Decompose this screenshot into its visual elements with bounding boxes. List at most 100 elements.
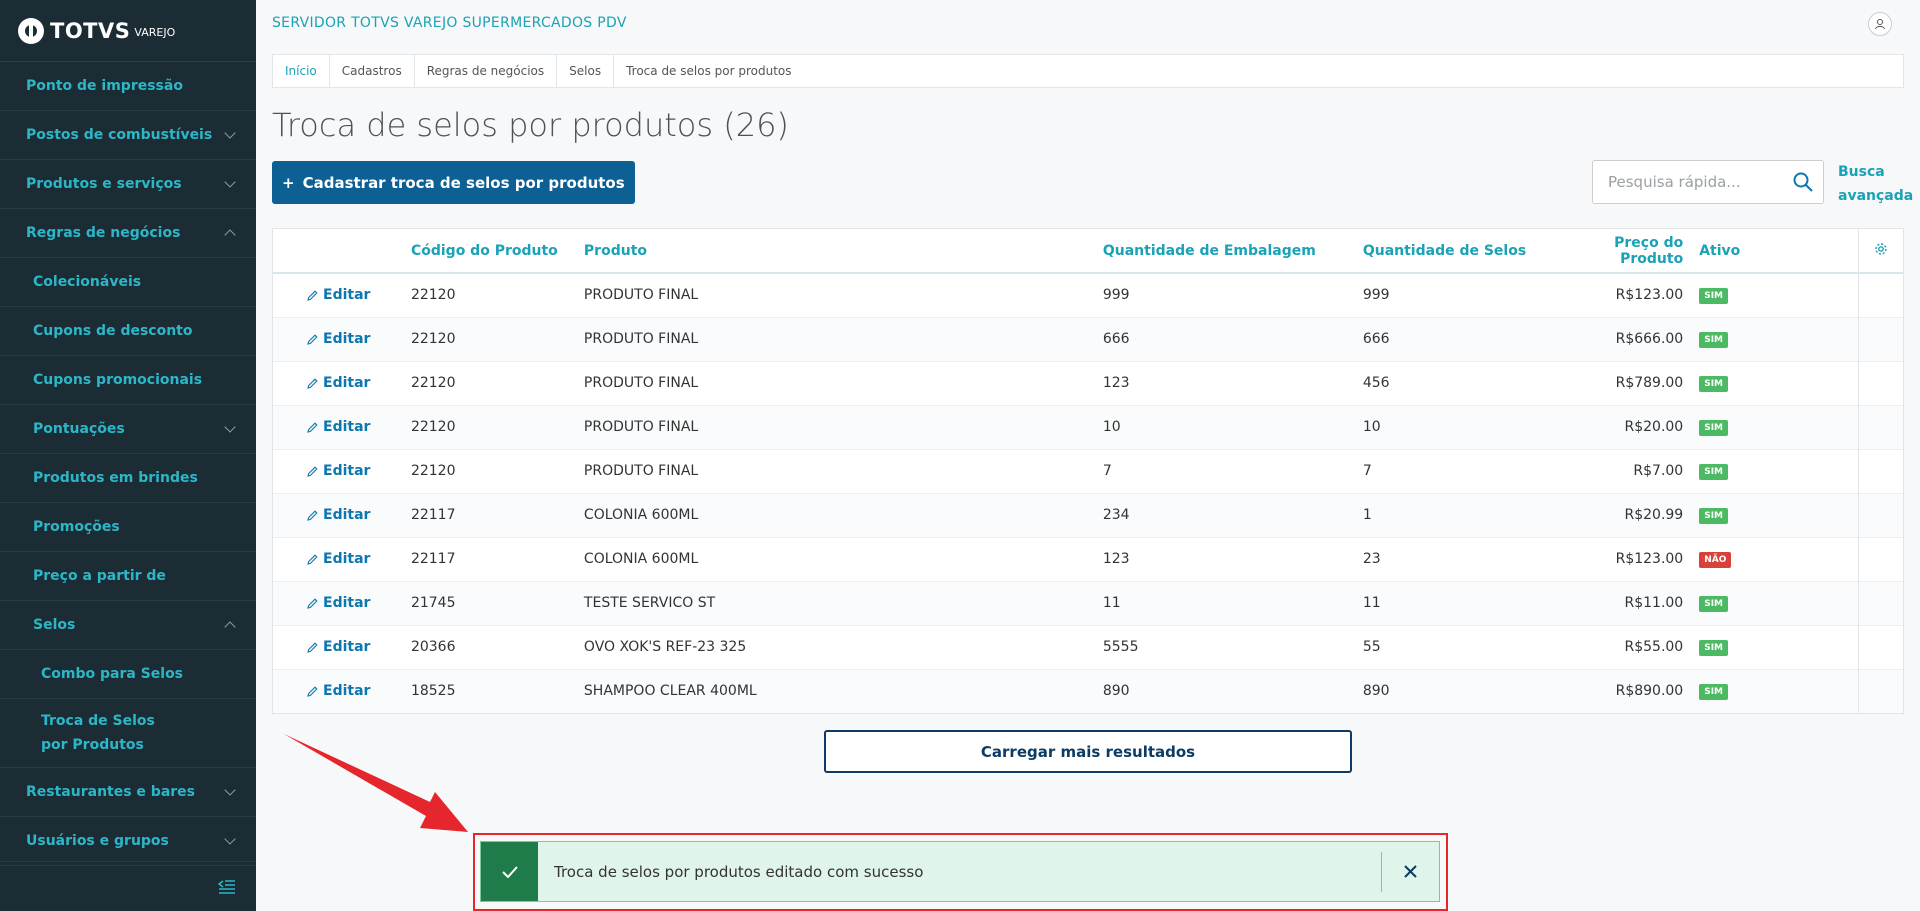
cell-price: R$123.00 [1553,272,1700,317]
sidebar-item[interactable]: Regras de negócios [0,209,256,258]
breadcrumb: Início Cadastros Regras de negócios Selos Tr… [272,54,1904,88]
cell-product: PRODUTO FINAL [583,272,1103,317]
edit-link[interactable]: Editar [273,683,411,699]
sidebar-item[interactable]: Cupons promocionais [0,356,256,405]
collapse-sidebar-button[interactable] [0,861,256,911]
cell-seal-qty: 456 [1362,360,1554,405]
edit-link[interactable]: Editar [273,595,411,611]
sidebar-item[interactable]: Restaurantes e bares [0,768,256,817]
cell-product: SHAMPOO CLEAR 400ML [583,668,1103,713]
edit-link[interactable]: Editar [273,375,411,391]
sidebar-item[interactable]: Troca de Selos por Produtos [0,699,256,768]
edit-link[interactable]: Editar [273,419,411,435]
cell-active: SIM [1699,448,1859,493]
header-seal-qty[interactable]: Quantidade de Selos [1362,229,1554,274]
table-header-row: Código do Produto Produto Quantidade de … [273,229,1903,274]
empty-cell [1857,360,1903,405]
edit-cell: Editar [273,272,411,317]
sidebar-item[interactable]: Ponto de impressão [0,62,256,111]
pencil-icon [307,465,318,477]
pencil-icon [307,641,318,653]
user-avatar-icon[interactable] [1868,12,1892,36]
top-bar: SERVIDOR TOTVS VAREJO SUPERMERCADOS PDV [256,0,1920,46]
header-active[interactable]: Ativo [1699,229,1859,274]
sidebar: TOTVS VAREJO Ponto de impressão Postos de… [0,0,256,911]
logo[interactable]: TOTVS VAREJO [0,0,256,62]
cell-pack-qty: 5555 [1102,624,1363,669]
edit-cell: Editar [273,580,411,625]
sidebar-item[interactable]: Postos de combustíveis [0,111,256,160]
column-settings-button[interactable] [1857,229,1903,274]
table-row: Editar 22120 PRODUTO FINAL 123 456 R$789.00 SI… [273,360,1903,405]
status-badge: SIM [1699,376,1729,392]
cell-pack-qty: 11 [1102,580,1363,625]
edit-link[interactable]: Editar [273,331,411,347]
sidebar-item-label: Selos [33,617,76,633]
annotation-arrow-icon [284,734,468,832]
cell-seal-qty: 666 [1362,316,1554,361]
brand-sub: VAREJO [134,26,176,39]
search-icon[interactable] [1783,162,1823,202]
cell-code: 22120 [410,448,584,493]
edit-link[interactable]: Editar [273,287,411,303]
edit-label: Editar [323,287,371,304]
cell-price: R$11.00 [1553,580,1700,625]
search-input[interactable] [1593,173,1783,191]
page-title: Troca de selos por produtos (26) [272,106,789,144]
header-pack-qty[interactable]: Quantidade de Embalagem [1102,229,1363,274]
sidebar-item-label: Ponto de impressão [26,78,183,94]
pencil-icon [307,421,318,433]
cell-seal-qty: 10 [1362,404,1554,449]
sidebar-item[interactable]: Pontuações [0,405,256,454]
table-row: Editar 22120 PRODUTO FINAL 999 999 R$123.00 SI… [273,272,1903,317]
edit-label: Editar [323,375,371,391]
breadcrumb-item[interactable]: Selos [557,55,615,87]
edit-link[interactable]: Editar [273,551,411,567]
cell-price: R$20.99 [1553,492,1700,537]
close-toast-button[interactable] [1381,851,1439,892]
sidebar-item[interactable]: Promoções [0,503,256,552]
advanced-search-link[interactable]: Busca avançada [1838,164,1914,204]
table-row: Editar 22117 COLONIA 600ML 234 1 R$20.99 SIM [273,492,1903,537]
edit-cell: Editar [273,624,411,669]
edit-cell: Editar [273,536,411,581]
cell-code: 22120 [410,272,584,317]
add-button[interactable]: + Cadastrar troca de selos por produtos [272,161,635,204]
cell-active: SIM [1699,316,1859,361]
cell-code: 22120 [410,316,584,361]
pencil-icon [307,509,318,521]
pencil-icon [307,553,318,565]
edit-link[interactable]: Editar [273,463,411,479]
edit-label: Editar [323,419,371,435]
check-icon [481,842,538,901]
table-row: Editar 21745 TESTE SERVICO ST 11 11 R$11.00 SI… [273,580,1903,625]
sidebar-item[interactable]: Cupons de desconto [0,307,256,356]
cell-code: 22117 [410,536,584,581]
sidebar-item-label: Pontuações [33,421,125,437]
header-product-code[interactable]: Código do Produto [410,229,584,274]
breadcrumb-item[interactable]: Início [273,55,330,87]
sidebar-item[interactable]: Usuários e grupos [0,817,256,866]
sidebar-item[interactable]: Combo para Selos [0,650,256,699]
status-badge: SIM [1699,420,1729,436]
table-row: Editar 20366 OVO XOK'S REF-23 325 5555 55 R$5… [273,624,1903,669]
sidebar-menu: Ponto de impressão Postos de combustíveis… [0,62,256,866]
header-price[interactable]: Preço do Produto [1553,229,1700,274]
edit-link[interactable]: Editar [273,639,411,655]
cell-active: SIM [1699,668,1859,713]
edit-label: Editar [323,331,371,347]
breadcrumb-item[interactable]: Regras de negócios [415,55,558,87]
cell-code: 21745 [410,580,584,625]
load-more-button[interactable]: Carregar mais resultados [824,730,1352,773]
sidebar-item[interactable]: Produtos e serviços [0,160,256,209]
sidebar-item[interactable]: Colecionáveis [0,258,256,307]
breadcrumb-item[interactable]: Cadastros [330,55,415,87]
edit-link[interactable]: Editar [273,507,411,523]
header-product[interactable]: Produto [583,229,1103,274]
cell-product: TESTE SERVICO ST [583,580,1103,625]
data-table: Código do Produto Produto Quantidade de … [272,228,1904,714]
chevron-up-icon [224,229,236,241]
sidebar-item[interactable]: Selos [0,601,256,650]
sidebar-item[interactable]: Produtos em brindes [0,454,256,503]
sidebar-item[interactable]: Preço a partir de [0,552,256,601]
